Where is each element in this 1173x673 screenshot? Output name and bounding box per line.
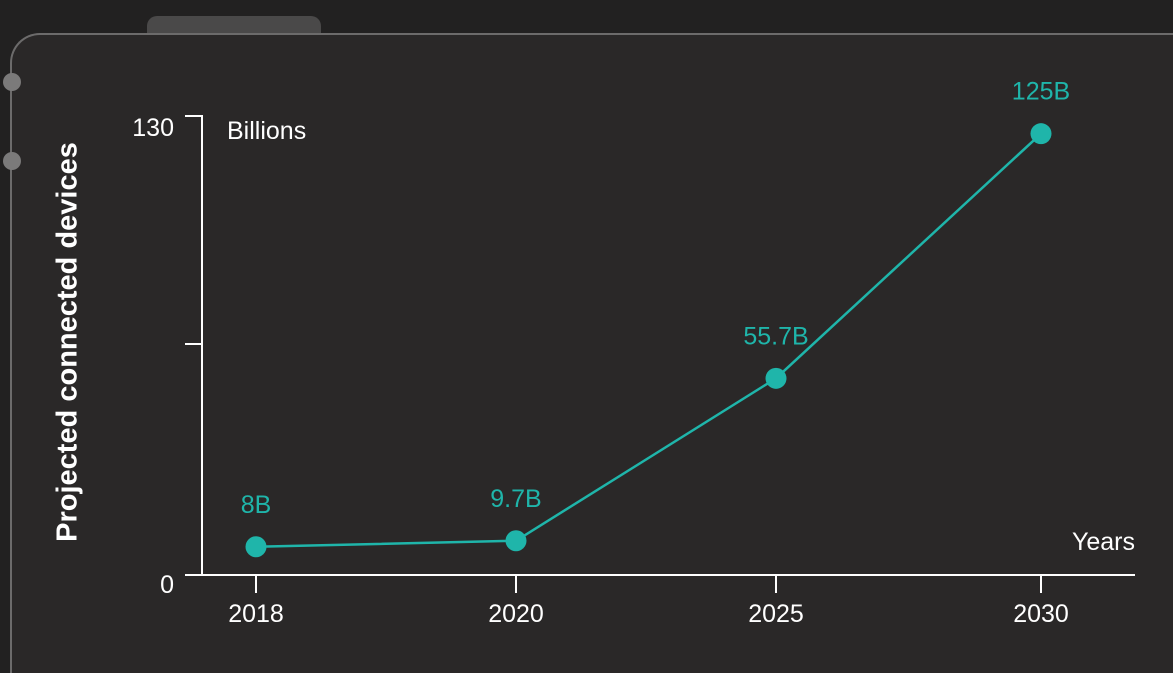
window-control-dot[interactable] bbox=[3, 152, 21, 170]
series-line bbox=[255, 132, 1042, 549]
y-unit-label: Billions bbox=[227, 117, 306, 145]
x-tick-label: 2025 bbox=[748, 600, 804, 628]
x-tick-label: 2020 bbox=[488, 600, 544, 628]
x-tick-label: 2030 bbox=[1013, 600, 1069, 628]
data-point[interactable] bbox=[1030, 123, 1052, 145]
data-label: 8B bbox=[241, 491, 272, 519]
x-tick-label: 2018 bbox=[228, 600, 284, 628]
window-control-dot[interactable] bbox=[3, 73, 21, 91]
y-tick-label-min: 0 bbox=[160, 571, 174, 599]
y-tick-label-max: 130 bbox=[132, 114, 174, 142]
data-point[interactable] bbox=[245, 536, 267, 558]
data-point[interactable] bbox=[765, 367, 787, 389]
chart-panel bbox=[10, 33, 1173, 673]
x-axis-title: Years bbox=[1072, 528, 1135, 556]
data-point[interactable] bbox=[505, 530, 527, 552]
data-label: 55.7B bbox=[743, 322, 808, 350]
data-label: 9.7B bbox=[490, 485, 541, 513]
data-label: 125B bbox=[1012, 78, 1070, 106]
